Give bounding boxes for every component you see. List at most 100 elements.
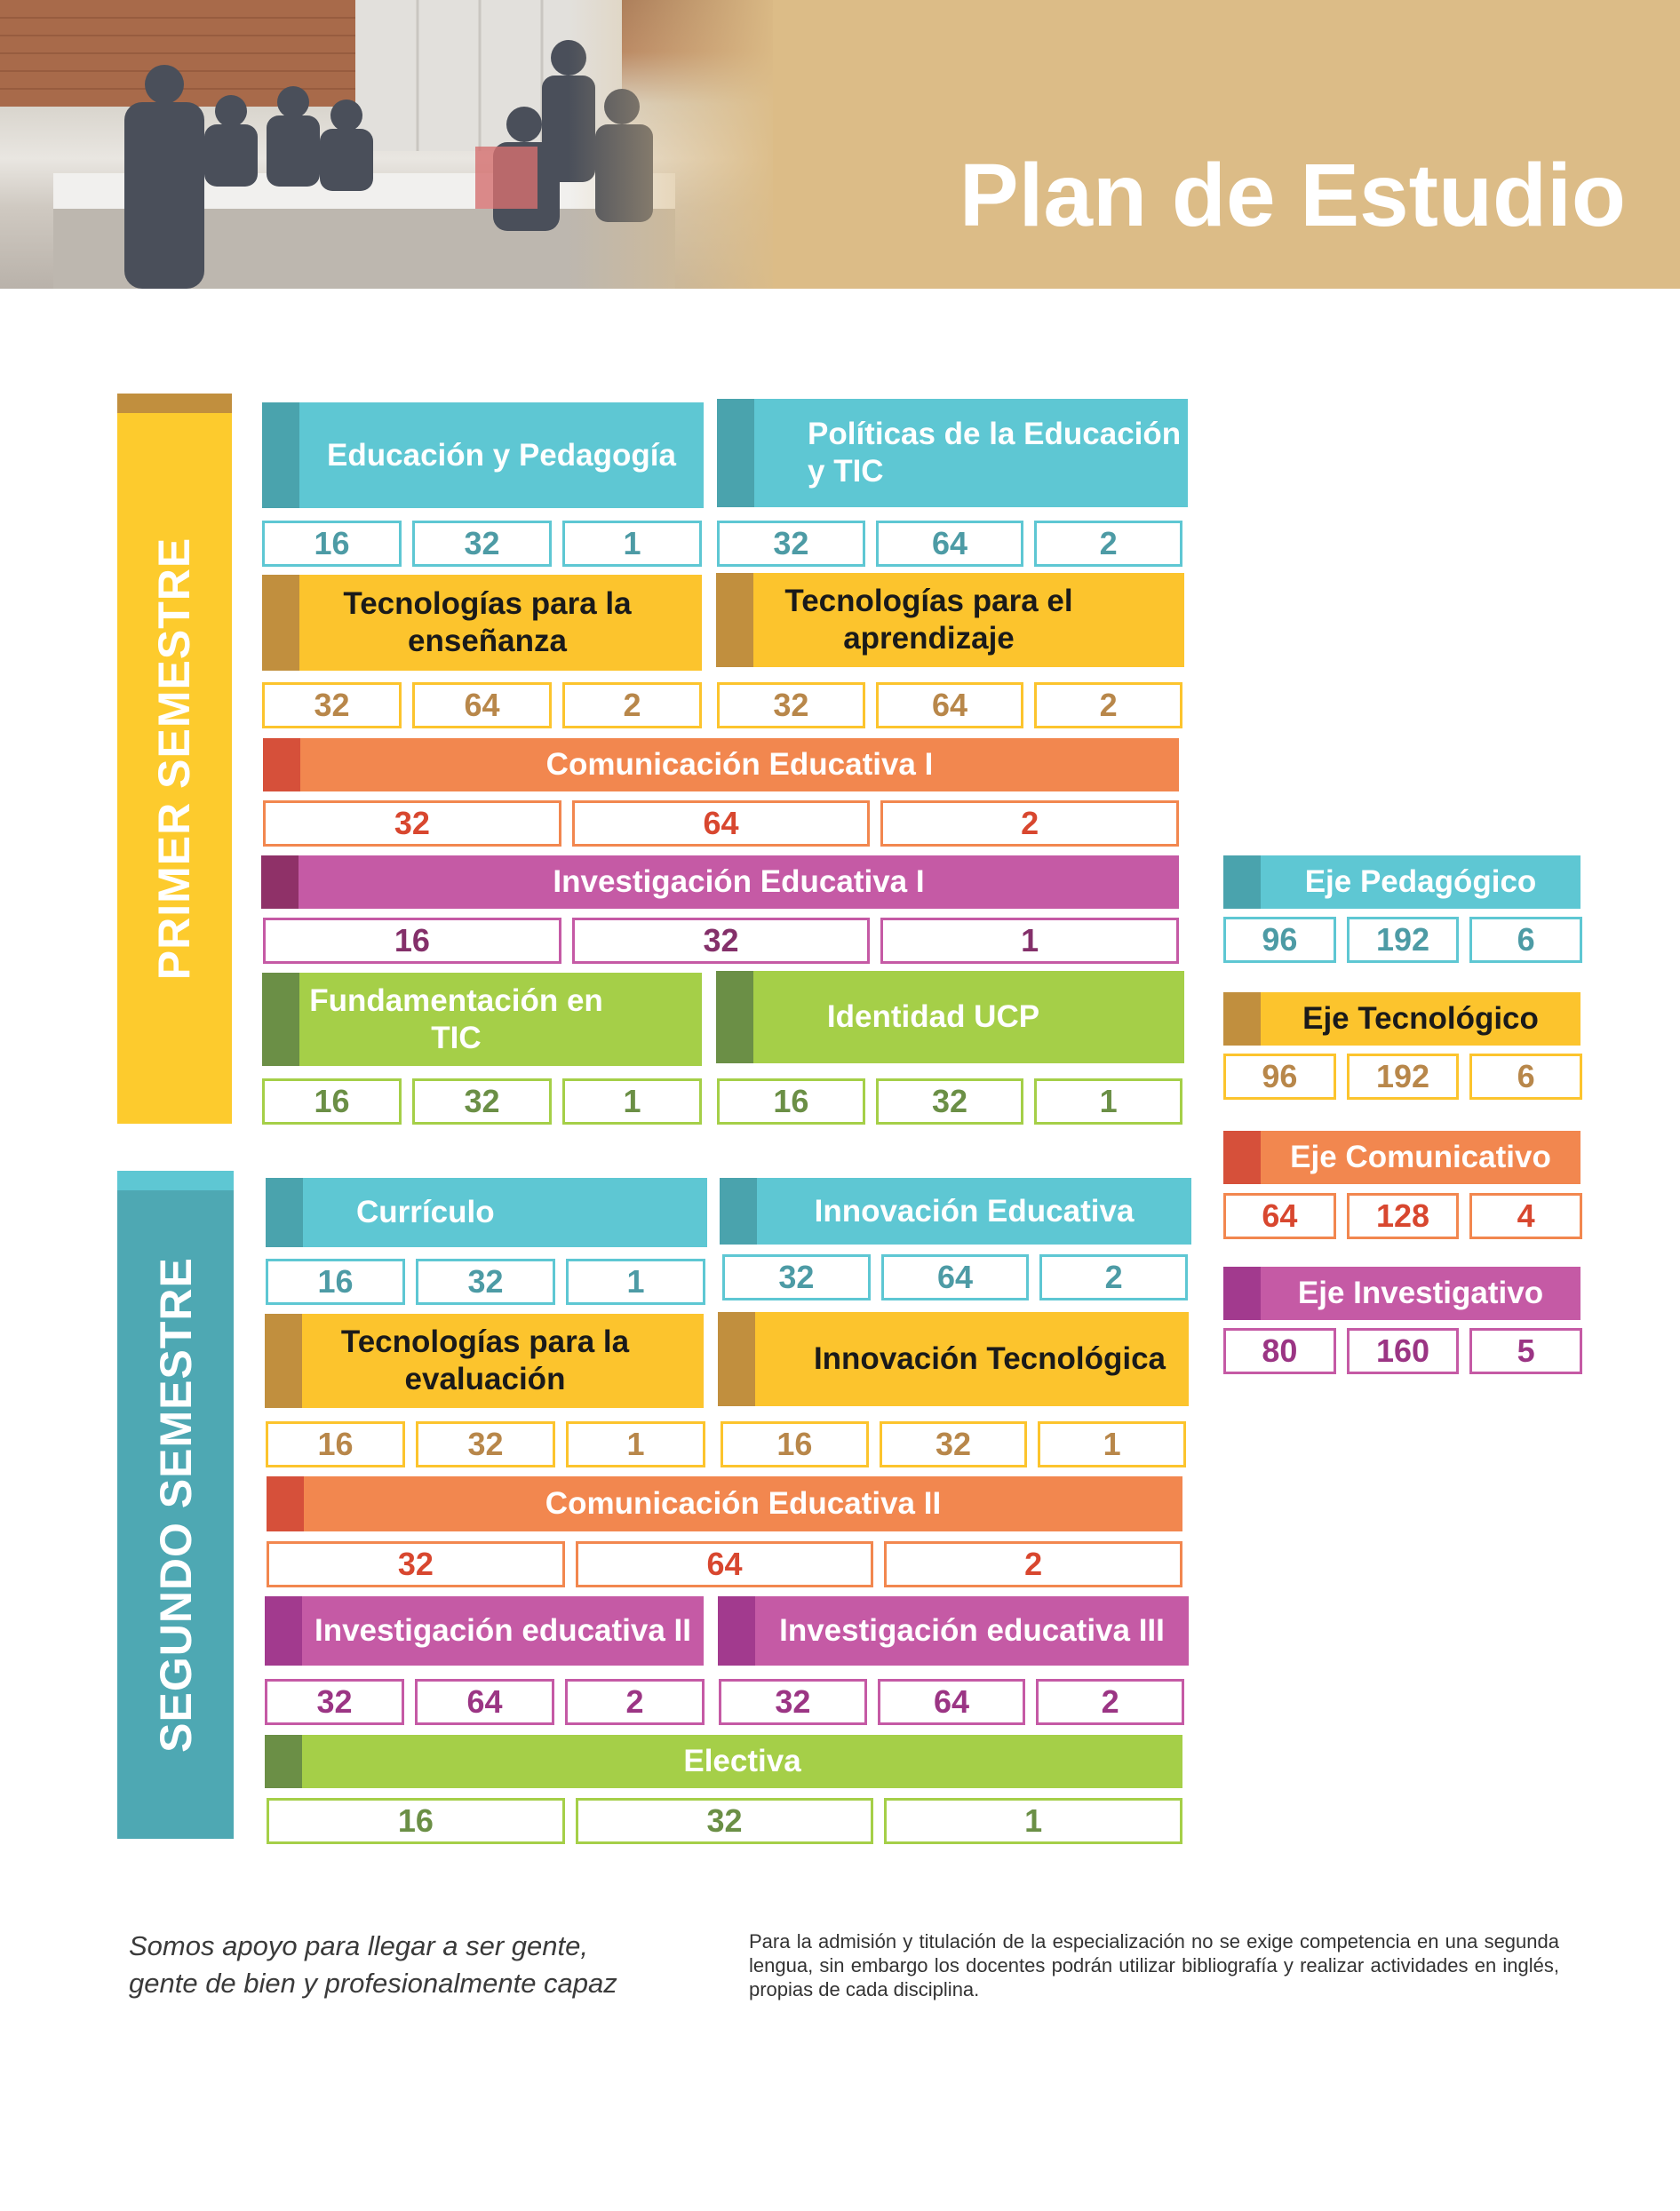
- course-curriculo: Currículo: [266, 1178, 707, 1247]
- hours-eje-investigativo: 80 160 5: [1223, 1328, 1583, 1374]
- value-cell: 64: [1223, 1193, 1336, 1239]
- slogan-line-2: gente de bien y profesionalmente capaz: [129, 1968, 617, 1999]
- course-comunicacion-educativa-1: Comunicación Educativa I: [263, 738, 1179, 791]
- value-cell: 2: [1039, 1254, 1189, 1300]
- value-cell: 4: [1469, 1193, 1583, 1239]
- value-cell: 64: [575, 1541, 874, 1587]
- value-cell: 1: [562, 1078, 702, 1125]
- value-cell: 96: [1223, 1054, 1336, 1100]
- value-cell: 32: [263, 800, 561, 847]
- value-cell: 32: [265, 1679, 404, 1725]
- hours-tecnologias-aprendizaje: 32 64 2: [717, 682, 1183, 728]
- hours-eje-tecnologico: 96 192 6: [1223, 1054, 1583, 1100]
- value-cell: 96: [1223, 917, 1336, 963]
- hours-tecnologias-ensenanza: 32 64 2: [262, 682, 702, 728]
- hours-electiva: 16 32 1: [267, 1798, 1183, 1844]
- value-cell: 2: [880, 800, 1180, 847]
- value-cell: 1: [562, 521, 702, 567]
- hours-comunicacion-educativa-1: 32 64 2: [263, 800, 1180, 847]
- value-cell: 80: [1223, 1328, 1336, 1374]
- hours-identidad-ucp: 16 32 1: [717, 1078, 1183, 1125]
- value-cell: 2: [562, 682, 702, 728]
- value-cell: 128: [1346, 1193, 1460, 1239]
- hours-investigacion-educativa-2: 32 64 2: [265, 1679, 705, 1725]
- page-title: Plan de Estudio: [959, 146, 1626, 245]
- value-cell: 16: [266, 1421, 405, 1467]
- value-cell: 2: [1034, 682, 1183, 728]
- value-cell: 32: [571, 918, 871, 964]
- value-cell: 1: [566, 1259, 705, 1305]
- value-cell: 32: [879, 1421, 1028, 1467]
- value-cell: 1: [884, 1798, 1183, 1844]
- value-cell: 32: [575, 1798, 874, 1844]
- value-cell: 64: [875, 682, 1024, 728]
- value-cell: 2: [1034, 521, 1183, 567]
- value-cell: 32: [262, 682, 402, 728]
- classroom-photo: [0, 0, 773, 289]
- course-investigacion-educativa-3: Investigación educativa III: [718, 1596, 1189, 1666]
- course-electiva: Electiva: [265, 1735, 1182, 1788]
- hours-fundamentacion-tic: 16 32 1: [262, 1078, 702, 1125]
- first-semester-bar: PRIMER SEMESTRE: [117, 394, 232, 1124]
- slogan-line-1: Somos apoyo para llegar a ser gente,: [129, 1930, 588, 1961]
- value-cell: 192: [1346, 1054, 1460, 1100]
- value-cell: 32: [267, 1541, 565, 1587]
- course-fundamentacion-tic: Fundamentación en TIC: [262, 973, 702, 1066]
- value-cell: 16: [263, 918, 561, 964]
- value-cell: 64: [880, 1254, 1030, 1300]
- axis-tecnologico: Eje Tecnológico: [1223, 992, 1580, 1046]
- course-innovacion-tecnologica: Innovación Tecnológica: [718, 1312, 1189, 1406]
- second-semester-bar: SEGUNDO SEMESTRE: [117, 1171, 234, 1839]
- course-tecnologias-ensenanza: Tecnologías para la enseñanza: [262, 575, 702, 671]
- second-semester-label: SEGUNDO SEMESTRE: [150, 1257, 201, 1753]
- value-cell: 16: [262, 1078, 402, 1125]
- value-cell: 6: [1469, 1054, 1583, 1100]
- value-cell: 1: [880, 918, 1180, 964]
- value-cell: 1: [566, 1421, 705, 1467]
- hours-curriculo: 16 32 1: [266, 1259, 705, 1305]
- course-innovacion-educativa: Innovación Educativa: [720, 1178, 1191, 1245]
- value-cell: 16: [266, 1259, 405, 1305]
- value-cell: 2: [1036, 1679, 1185, 1725]
- value-cell: 2: [884, 1541, 1183, 1587]
- value-cell: 32: [412, 1078, 552, 1125]
- value-cell: 1: [1034, 1078, 1183, 1125]
- value-cell: 160: [1346, 1328, 1460, 1374]
- value-cell: 16: [262, 521, 402, 567]
- hours-investigacion-educativa-3: 32 64 2: [719, 1679, 1185, 1725]
- value-cell: 32: [719, 1679, 867, 1725]
- hours-innovacion-educativa: 32 64 2: [722, 1254, 1189, 1300]
- value-cell: 192: [1346, 917, 1460, 963]
- value-cell: 32: [722, 1254, 871, 1300]
- hours-politicas-educacion-tic: 32 64 2: [717, 521, 1183, 567]
- value-cell: 32: [416, 1421, 555, 1467]
- value-cell: 16: [267, 1798, 565, 1844]
- hours-educacion-pedagogia: 16 32 1: [262, 521, 702, 567]
- first-semester-label: PRIMER SEMESTRE: [149, 537, 200, 981]
- slogan: Somos apoyo para llegar a ser gente, gen…: [129, 1928, 706, 2002]
- admission-note: Para la admisión y titulación de la espe…: [749, 1930, 1559, 2000]
- course-investigacion-educativa-2: Investigación educativa II: [265, 1596, 704, 1666]
- value-cell: 64: [571, 800, 871, 847]
- value-cell: 32: [717, 682, 865, 728]
- course-comunicacion-educativa-2: Comunicación Educativa II: [267, 1476, 1182, 1531]
- axis-pedagogico: Eje Pedagógico: [1223, 855, 1580, 909]
- value-cell: 2: [565, 1679, 705, 1725]
- course-politicas-educacion-tic: Políticas de la Educación y TIC: [717, 399, 1188, 507]
- value-cell: 64: [875, 521, 1024, 567]
- value-cell: 6: [1469, 917, 1583, 963]
- value-cell: 32: [717, 521, 865, 567]
- course-tecnologias-aprendizaje: Tecnologías para el aprendizaje: [716, 573, 1184, 667]
- value-cell: 64: [877, 1679, 1026, 1725]
- hours-innovacion-tecnologica: 16 32 1: [721, 1421, 1187, 1467]
- course-investigacion-educativa-1: Investigación Educativa I: [261, 855, 1179, 909]
- course-educacion-pedagogia: Educación y Pedagogía: [262, 402, 704, 508]
- value-cell: 64: [412, 682, 552, 728]
- value-cell: 16: [717, 1078, 865, 1125]
- hours-tecnologias-evaluacion: 16 32 1: [266, 1421, 705, 1467]
- value-cell: 64: [415, 1679, 554, 1725]
- value-cell: 16: [721, 1421, 869, 1467]
- hours-investigacion-educativa-1: 16 32 1: [263, 918, 1180, 964]
- axis-investigativo: Eje Investigativo: [1223, 1267, 1580, 1320]
- value-cell: 1: [1038, 1421, 1187, 1467]
